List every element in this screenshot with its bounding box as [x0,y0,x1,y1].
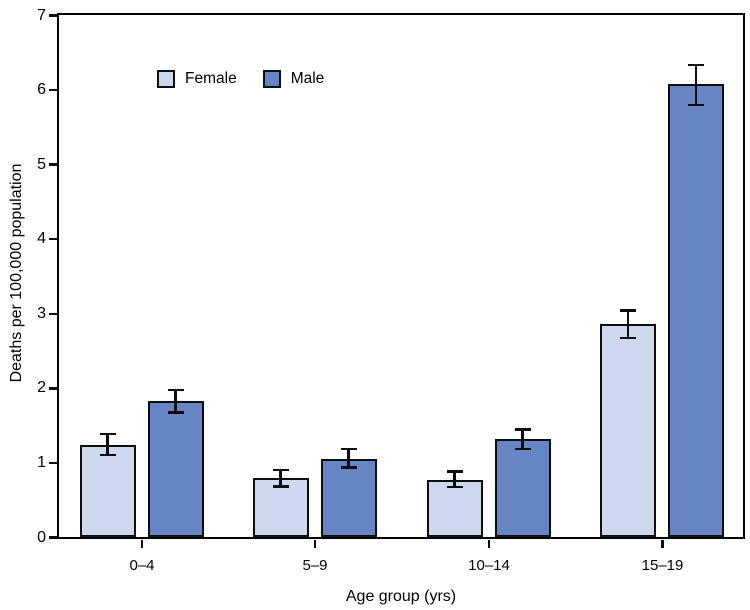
error-bar-female-1-cap-bottom [272,485,289,488]
y-tick-label: 1 [37,453,46,471]
x-tick-label: 10–14 [468,556,510,574]
bar-female-2 [426,479,483,537]
error-bar-male-3-cap-bottom [688,103,704,107]
error-bar-male-2-line [521,429,524,450]
legend-label-female: Female [185,70,237,87]
x-tick [487,540,491,548]
legend: Female Male [157,70,324,88]
error-bar-female-0-cap-bottom [99,453,116,457]
x-tick [661,540,664,548]
error-bar-male-0-line [174,390,177,413]
y-tick [49,536,57,539]
legend-label-male: Male [290,70,325,87]
error-bar-male-1-cap-bottom [340,466,357,469]
x-tick-label: 0–4 [129,556,155,574]
y-tick-label: 2 [37,379,46,397]
y-tick-label: 6 [37,81,46,99]
plot-area [57,13,745,539]
y-tick-label: 0 [37,528,46,546]
error-bar-male-2-cap-bottom [514,447,531,451]
y-tick-label: 5 [37,155,46,173]
y-tick-label: 7 [37,6,46,24]
error-bar-female-2-cap-bottom [446,485,463,489]
error-bar-female-1-line [279,469,282,487]
x-tick-label: 15–19 [641,556,684,574]
error-bar-female-0-cap-top [99,432,116,436]
error-bar-male-2-cap-top [514,428,531,431]
error-bar-male-1-line [347,449,350,468]
error-bar-male-0-cap-bottom [167,411,184,414]
y-tick [49,387,57,390]
bar-male-0 [147,401,204,537]
bar-female-3 [600,323,656,537]
error-bar-female-3-cap-bottom [620,336,636,340]
y-tick [49,88,57,92]
error-bar-male-3-line [694,64,698,106]
error-bar-male-3-cap-top [688,63,704,67]
legend-item-female: Female [157,70,237,88]
error-bar-female-2-cap-top [446,470,463,473]
y-tick-label: 3 [37,304,46,322]
y-tick [49,461,57,465]
error-bar-male-1-cap-top [340,447,357,451]
error-bar-female-3-cap-top [620,309,636,312]
y-tick [49,14,57,17]
female-swatch-icon [157,70,175,88]
y-tick [49,237,57,241]
bar-male-2 [494,439,551,537]
error-bar-female-0-line [106,434,109,455]
error-bar-female-3-line [626,310,630,338]
x-tick-label: 5–9 [302,556,328,574]
bar-male-3 [668,84,724,537]
error-bar-female-2-line [453,471,456,488]
y-tick [49,163,57,166]
x-tick [313,540,317,548]
y-axis-title: Deaths per 100,000 population [8,163,25,383]
male-swatch-icon [262,70,281,88]
x-axis-title: Age group (yrs) [345,588,457,605]
legend-item-male: Male [262,70,325,88]
bar-female-0 [79,444,136,537]
error-bar-male-0-cap-top [167,388,184,392]
y-tick [49,312,57,316]
bar-male-1 [320,458,377,537]
error-bar-female-1-cap-top [272,468,289,472]
y-tick-label: 4 [37,230,46,248]
x-tick [140,540,144,548]
